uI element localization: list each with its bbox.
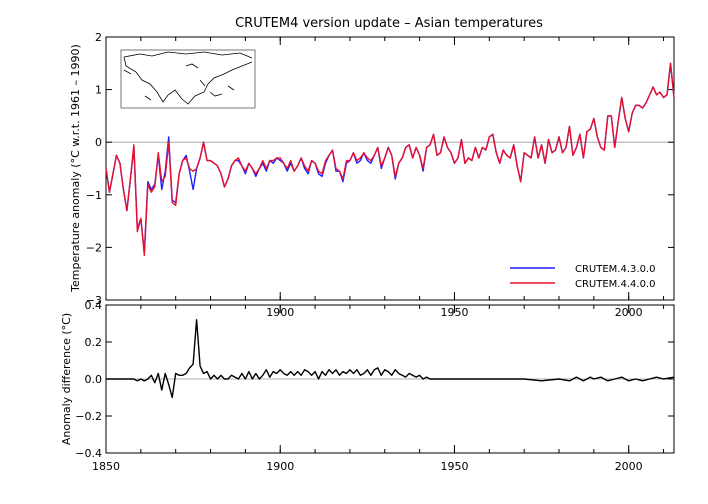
- top-y-axis-label: Temperature anomaly (°C w.r.t. 1961 – 19…: [69, 44, 82, 293]
- bottom-x-tick-label: 2000: [615, 460, 643, 473]
- top-y-tick-label: 2: [95, 31, 102, 44]
- bottom-x-tick-label: 1850: [92, 460, 120, 473]
- asia-map-icon: [120, 49, 256, 109]
- bottom-y-tick-label: −0.4: [75, 447, 102, 460]
- bottom-x-tick-label: 1900: [266, 460, 294, 473]
- top-y-tick-label: −3: [86, 294, 102, 307]
- legend-label-crutem440: CRUTEM.4.4.0.0: [575, 279, 655, 290]
- bottom-y-tick-label: 0.4: [85, 299, 103, 312]
- bottom-y-tick-label: 0.0: [85, 373, 103, 386]
- top-y-tick-label: 1: [95, 84, 102, 97]
- legend: CRUTEM.4.3.0.0 CRUTEM.4.4.0.0: [510, 264, 655, 290]
- bottom-x-tick-label: 1950: [440, 460, 468, 473]
- bottom-y-axis-label: Anomaly difference (°C): [60, 313, 73, 445]
- top-y-tick-label: 0: [95, 136, 102, 149]
- legend-label-crutem430: CRUTEM.4.3.0.0: [575, 264, 655, 275]
- top-y-tick-label: −1: [86, 189, 102, 202]
- top-y-tick-label: −2: [86, 241, 102, 254]
- bottom-y-tick-label: 0.2: [85, 336, 103, 349]
- bottom-series-line-0: [106, 319, 675, 399]
- top-series-line-1: [105, 62, 675, 256]
- chart-title: CRUTEM4 version update – Asian temperatu…: [235, 16, 543, 31]
- bottom-y-tick-label: −0.2: [75, 410, 102, 423]
